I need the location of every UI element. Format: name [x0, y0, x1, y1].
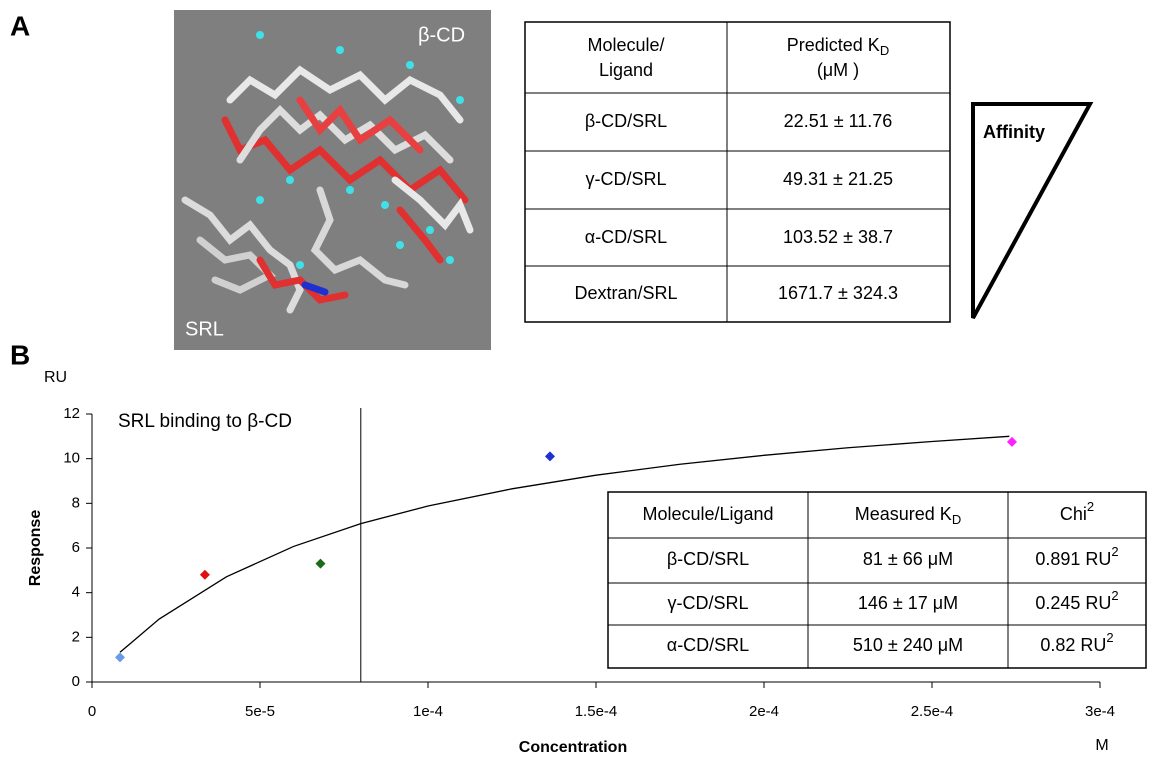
y-tick-label: 12: [63, 405, 80, 422]
header-cell: Molecule/Ligand: [642, 504, 773, 524]
y-tick-label: 4: [72, 584, 80, 601]
cell-text: Measured K: [855, 504, 952, 524]
structure-label: β-CD: [418, 24, 465, 46]
structure-label: SRL: [185, 318, 224, 340]
superscript: 2: [1111, 588, 1118, 603]
table-cell: 103.52 ± 38.7: [783, 227, 893, 247]
x-tick-label: 1.5e-4: [575, 703, 618, 720]
table-cell: β-CD/SRL: [667, 549, 749, 569]
x-tick-label: 1e-4: [413, 703, 443, 720]
table-cell: Dextran/SRL: [574, 283, 677, 303]
x-tick-label: 0: [88, 703, 96, 720]
y-tick-label: 8: [72, 494, 80, 511]
table-cell: 0.891 RU2: [1035, 544, 1118, 568]
table-cell: 510 ± 240 μM: [853, 635, 963, 655]
y-tick-label: 2: [72, 628, 80, 645]
table-cell: β-CD/SRL: [585, 111, 667, 131]
panel-label: B: [10, 339, 30, 370]
subscript: D: [952, 512, 961, 527]
y-tick-label: 0: [72, 673, 80, 690]
table-cell: α-CD/SRL: [667, 635, 749, 655]
superscript: 2: [1111, 544, 1118, 559]
y-tick-label: 10: [63, 450, 80, 467]
table-cell: 1671.7 ± 324.3: [778, 283, 898, 303]
affinity-label: Affinity: [983, 122, 1045, 142]
figure: A B β-CD SRL Affinity Molecule/Ligand Pre…: [0, 0, 1152, 760]
table-cell: γ-CD/SRL: [667, 593, 748, 613]
table-cell: 146 ± 17 μM: [858, 593, 958, 613]
table-cell: 49.31 ± 21.25: [783, 169, 893, 189]
table-cell: γ-CD/SRL: [585, 169, 666, 189]
table-cell: 0.245 RU2: [1035, 588, 1118, 612]
cell-text: 0.82 RU: [1040, 635, 1106, 655]
table-cell: 0.82 RU2: [1040, 630, 1113, 654]
table-cell: 81 ± 66 μM: [863, 549, 953, 569]
x-tick-label: 5e-5: [245, 703, 275, 720]
panel-label: A: [10, 10, 30, 41]
y-tick-label: 6: [72, 539, 80, 556]
x-tick-label: 3e-4: [1085, 703, 1115, 720]
chart-title: SRL binding to β-CD: [118, 411, 292, 432]
superscript: 2: [1087, 499, 1094, 514]
table-cell: 22.51 ± 11.76: [784, 111, 893, 131]
x-unit: M: [1095, 737, 1108, 754]
header-cell: (μM ): [817, 60, 859, 80]
x-axis-label: Concentration: [519, 739, 627, 756]
molecule-image: [174, 10, 491, 350]
header-cell: Molecule/: [587, 35, 664, 55]
cell-text: Chi: [1060, 504, 1087, 524]
subscript: D: [880, 43, 889, 58]
cell-text: 0.891 RU: [1035, 549, 1111, 569]
superscript: 2: [1106, 630, 1113, 645]
cell-text: 0.245 RU: [1035, 593, 1111, 613]
x-tick-label: 2.5e-4: [911, 703, 954, 720]
cell-text: Predicted K: [787, 35, 880, 55]
y-axis-label: Response: [27, 510, 44, 587]
table-cell: α-CD/SRL: [585, 227, 667, 247]
x-tick-label: 2e-4: [749, 703, 779, 720]
header-cell: Ligand: [599, 60, 653, 80]
y-unit: RU: [44, 369, 67, 386]
